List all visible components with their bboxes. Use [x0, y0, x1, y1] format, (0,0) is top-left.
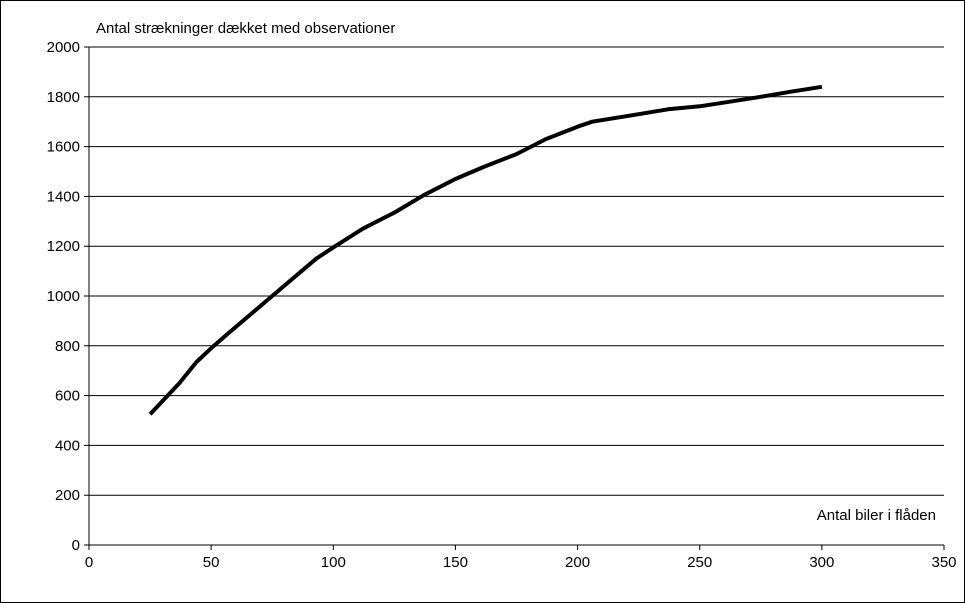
y-tick-label: 600	[55, 388, 80, 405]
x-tick-label: 100	[321, 554, 346, 571]
x-tick-label: 0	[85, 554, 93, 571]
y-tick-label: 1600	[47, 139, 80, 156]
x-axis-title: Antal biler i flåden	[817, 507, 936, 524]
grid-lines	[89, 46, 944, 496]
x-tick-label: 200	[565, 554, 590, 571]
series-line	[148, 84, 823, 416]
y-tick-labels: 0 200 400 600 800 1000 1200 1400 1600 1800 2000	[47, 39, 80, 554]
y-tick-label: 200	[55, 487, 80, 504]
x-tick-label: 350	[931, 554, 956, 571]
x-tick-labels: 0 50 100 150 200 250 300 350	[85, 554, 957, 571]
series-group	[148, 84, 823, 416]
y-axis-title: Antal strækninger dækket med observation…	[96, 20, 395, 37]
y-tick-label: 1400	[47, 188, 80, 205]
x-tick-label: 250	[687, 554, 712, 571]
y-tick-label: 1800	[47, 89, 80, 106]
y-tick-label: 400	[55, 437, 80, 454]
x-tick-label: 150	[443, 554, 468, 571]
y-tick-label: 800	[55, 338, 80, 355]
y-tick-label: 1200	[47, 238, 80, 255]
x-tick-label: 300	[809, 554, 834, 571]
y-tick-label: 0	[72, 537, 80, 554]
axes	[84, 46, 945, 550]
y-tick-label: 1000	[47, 288, 80, 305]
y-tick-label: 2000	[47, 39, 80, 56]
x-tick-label: 50	[203, 554, 220, 571]
